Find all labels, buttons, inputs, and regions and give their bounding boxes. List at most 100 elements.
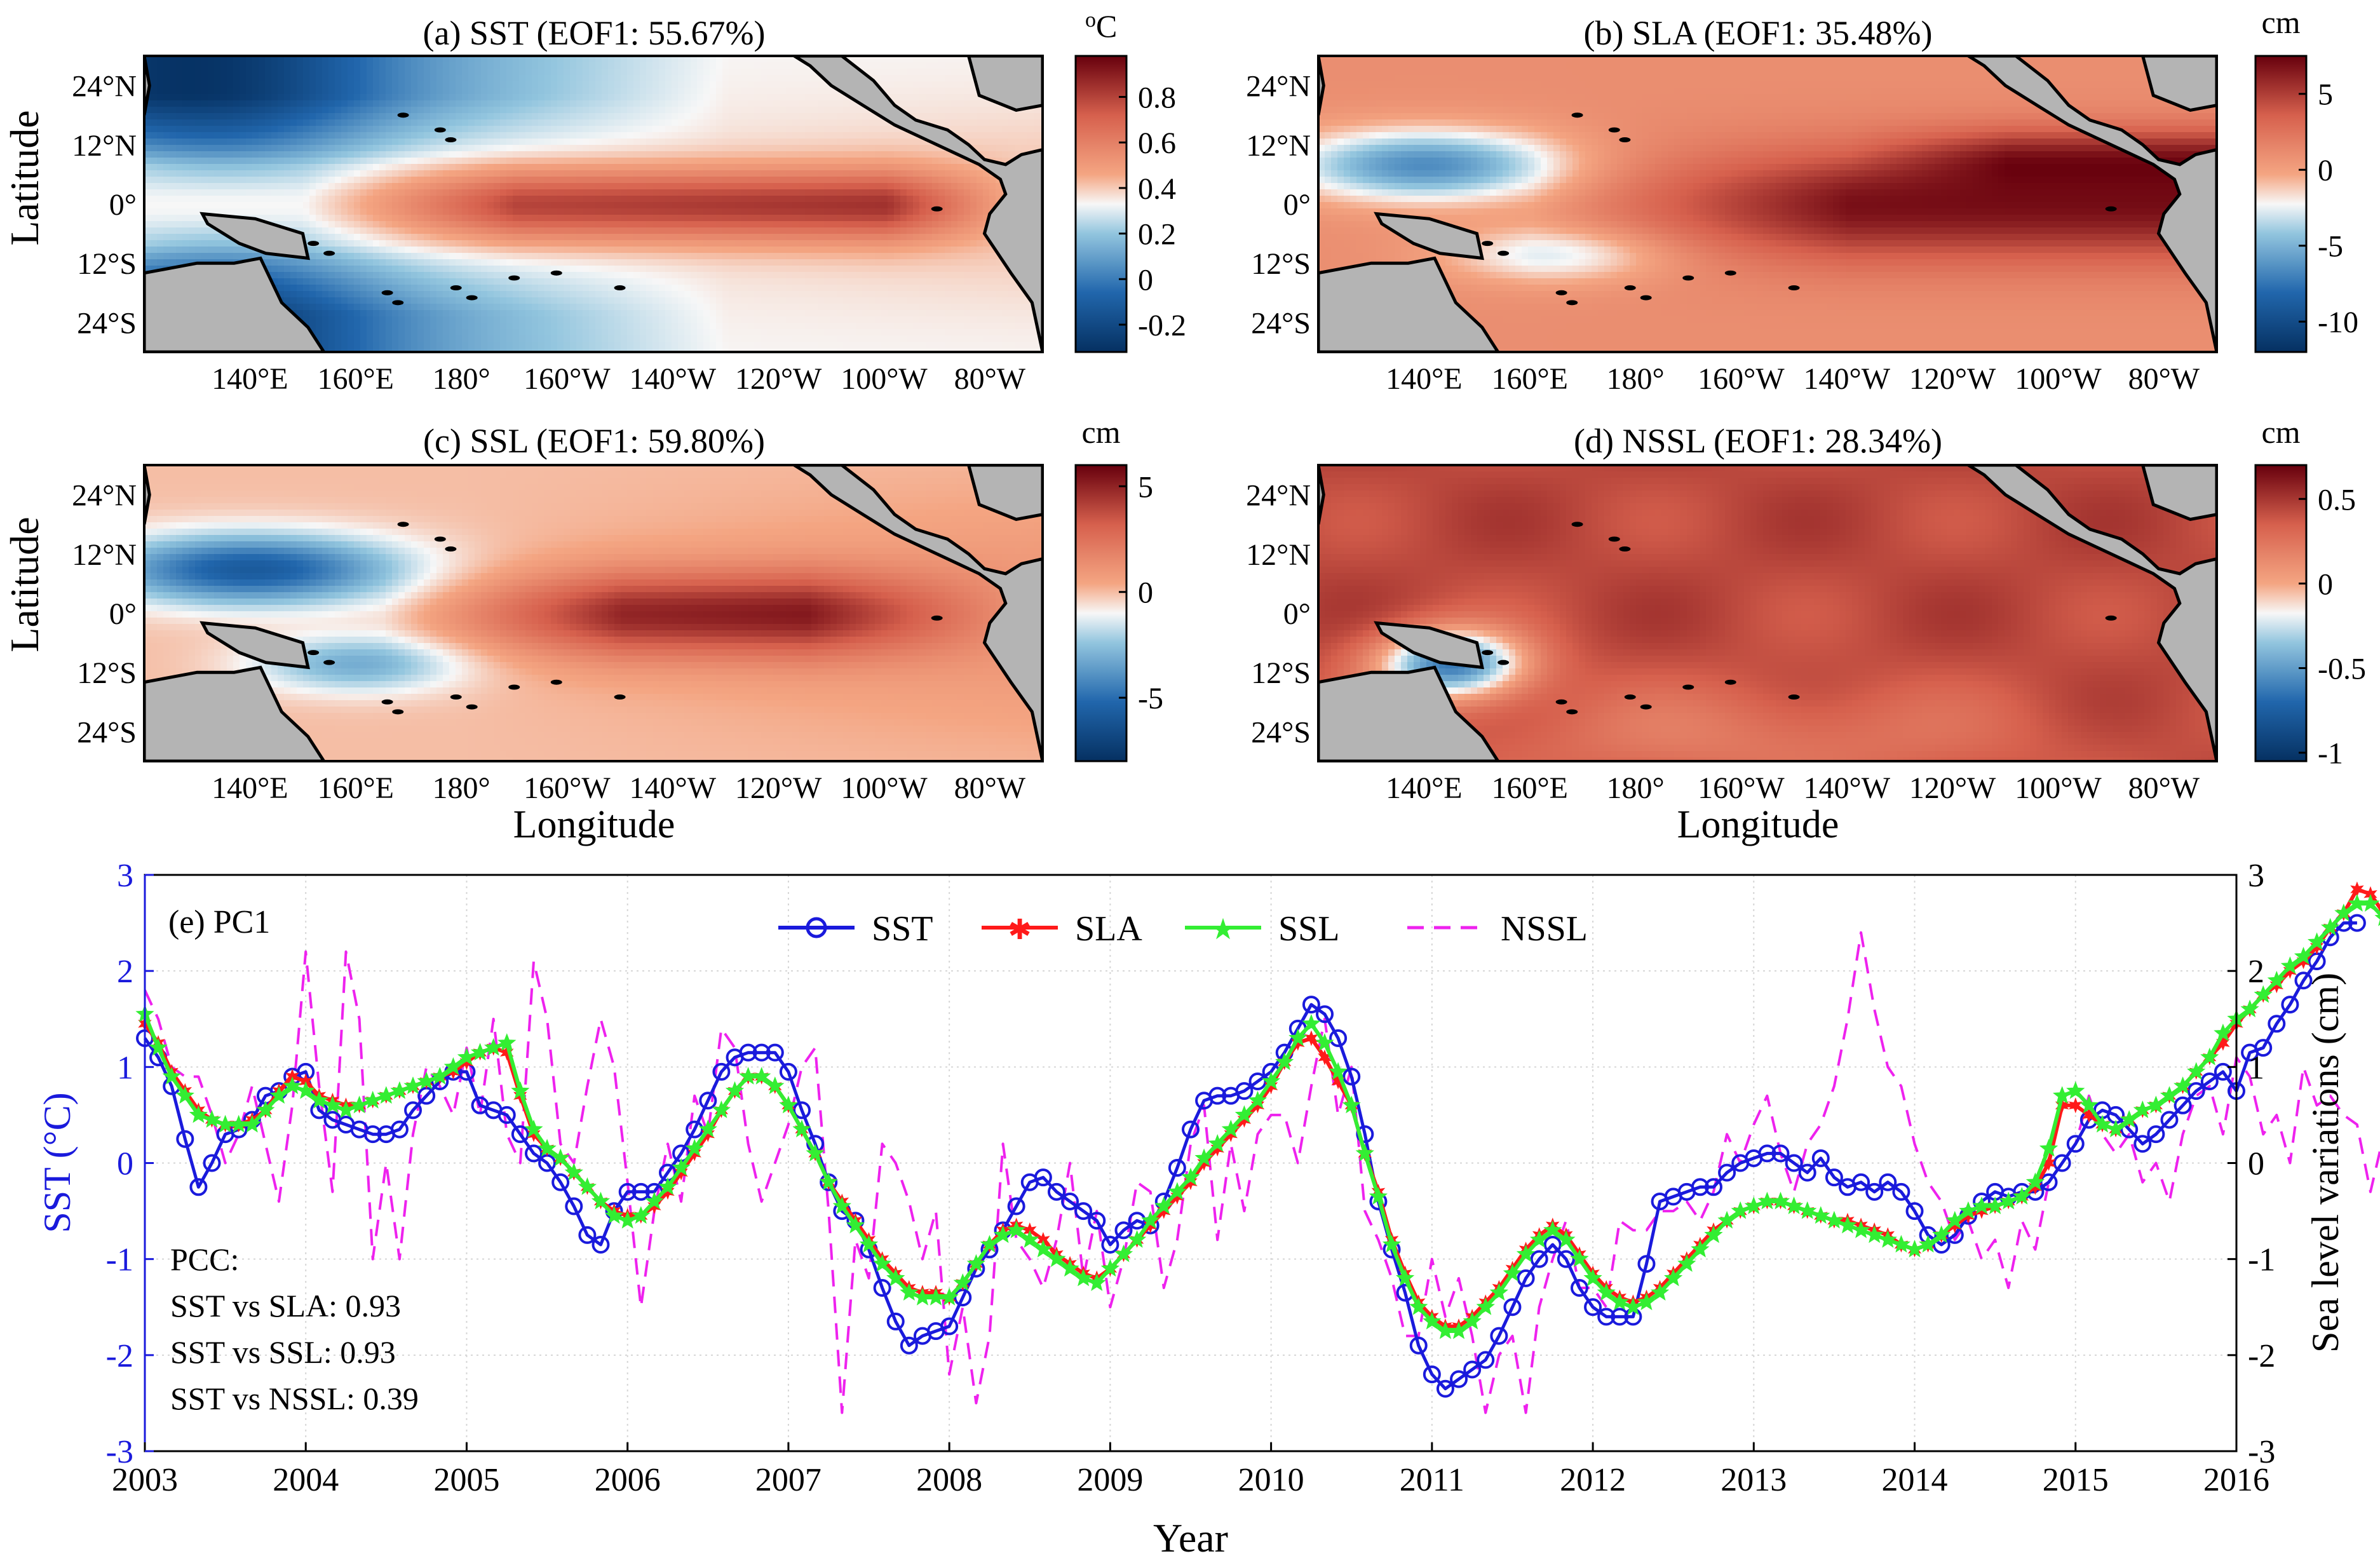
- x-tick-label: 2007: [755, 1462, 822, 1498]
- data-point: [1395, 1268, 1415, 1287]
- lon-tick-label: 120°W: [735, 362, 822, 396]
- lon-tick-label: 80°W: [954, 771, 1026, 805]
- lat-tick-label: 24°N: [1246, 479, 1311, 513]
- data-point: [1007, 1197, 1025, 1215]
- colorbar-tick-label: 0: [2318, 567, 2333, 601]
- data-point: [2066, 1135, 2085, 1153]
- data-point: [1369, 1187, 1388, 1205]
- data-point: [779, 1095, 798, 1114]
- lat-tick-label: 12°N: [1246, 538, 1311, 572]
- lon-tick-label: 160°E: [317, 771, 394, 805]
- data-point: [1143, 1217, 1158, 1234]
- lon-tick-label: 140°W: [630, 771, 717, 805]
- data-point: [1838, 1215, 1857, 1234]
- data-point: [645, 1191, 664, 1210]
- data-point: [1557, 1230, 1576, 1248]
- data-point: [430, 1067, 449, 1085]
- data-point: [859, 1235, 879, 1253]
- data-point: [2267, 970, 2286, 989]
- colorbar-nssl: -1 -0.5 0 0.5: [2254, 464, 2366, 771]
- data-point: [846, 1215, 865, 1234]
- colorbar-unit-superscript: o: [1085, 8, 1096, 32]
- data-point: [2254, 1039, 2273, 1057]
- data-point: [2254, 985, 2273, 1003]
- lon-tick-label: 140°E: [212, 771, 288, 805]
- lon-tick-label: 140°E: [212, 362, 288, 396]
- data-point: [2012, 1187, 2032, 1205]
- lon-tick-label: 100°W: [841, 771, 928, 805]
- island: [445, 137, 457, 143]
- x-tick-label: 2005: [433, 1462, 499, 1498]
- landmass: [1374, 212, 1484, 260]
- data-point: [2066, 1081, 2085, 1099]
- lat-tick-label: 0°: [1283, 597, 1311, 631]
- island: [397, 522, 409, 527]
- data-point: [980, 1235, 999, 1253]
- map-title-sst: (a) SST (EOF1: 55.67%): [423, 14, 766, 52]
- island: [1624, 285, 1636, 291]
- lat-tick-label: 24°S: [77, 715, 137, 749]
- island: [1566, 300, 1578, 306]
- map-title-ssl: (c) SSL (EOF1: 59.80%): [423, 422, 765, 460]
- data-point: [578, 1177, 597, 1195]
- data-point: [1476, 1297, 1495, 1315]
- data-point: [1034, 1168, 1052, 1187]
- data-point: [404, 1101, 423, 1120]
- data-point: [1584, 1298, 1602, 1316]
- lat-tick-label: 24°S: [1251, 306, 1311, 340]
- island: [1640, 704, 1652, 710]
- x-tick-label: 2011: [1400, 1462, 1464, 1498]
- data-point: [1489, 1283, 1509, 1301]
- data-point: [1288, 1028, 1308, 1046]
- island: [445, 546, 457, 552]
- data-point: [511, 1125, 529, 1144]
- data-point: [2174, 1096, 2192, 1114]
- data-point: [202, 1110, 222, 1128]
- data-point: [725, 1081, 745, 1099]
- x-tick-label: 2006: [595, 1462, 661, 1498]
- data-point: [1382, 1235, 1402, 1253]
- pcc-sla: SST vs SLA: 0.93: [170, 1288, 401, 1323]
- data-point: [1865, 1182, 1884, 1201]
- data-point: [1825, 1168, 1843, 1187]
- data-point: [283, 1076, 302, 1095]
- y-tick-label-right: -2: [2248, 1338, 2275, 1374]
- data-point: [1597, 1283, 1616, 1301]
- map-title-nssl: (d) NSSL (EOF1: 28.34%): [1574, 422, 1942, 460]
- data-point: [1851, 1220, 1870, 1238]
- data-point: [1852, 1173, 1870, 1191]
- data-point: [1932, 1225, 1951, 1243]
- landmass: [144, 56, 151, 116]
- data-point: [1744, 1196, 1763, 1215]
- island: [2105, 615, 2117, 621]
- data-point: [1331, 1073, 1345, 1090]
- island: [466, 704, 478, 710]
- y-tick-label-left: -1: [106, 1242, 133, 1278]
- data-point: [175, 1086, 194, 1104]
- data-point: [752, 1043, 771, 1062]
- data-point: [766, 1076, 785, 1095]
- data-point: [1329, 1062, 1348, 1080]
- data-point: [578, 1226, 597, 1244]
- y-tick-label-right: 2: [2248, 954, 2264, 990]
- data-point: [632, 1182, 650, 1201]
- data-point: [2296, 953, 2311, 970]
- data-point: [1610, 1292, 1629, 1311]
- data-point: [953, 1273, 972, 1291]
- colorbar-tick-label: 0: [2318, 154, 2333, 187]
- legend-label-sst: SST: [872, 909, 933, 949]
- island: [434, 536, 446, 542]
- data-point: [1181, 1167, 1200, 1186]
- pcc-annotation: PCC: SST vs SLA: 0.93 SST vs SSL: 0.93 S…: [170, 1242, 419, 1416]
- data-point: [712, 1062, 731, 1081]
- data-point: [966, 1254, 986, 1272]
- lon-tick-label: 80°W: [2128, 771, 2200, 805]
- map-panel-nssl: (d) NSSL (EOF1: 28.34%) Longitude 24°N 12…: [1246, 422, 2218, 846]
- data-point: [2214, 1062, 2232, 1081]
- data-point: [1315, 1033, 1334, 1052]
- data-point: [1597, 1308, 1616, 1326]
- data-point: [1060, 1259, 1079, 1277]
- data-point: [1825, 1210, 1844, 1229]
- island: [1788, 285, 1800, 291]
- data-point: [900, 1283, 919, 1301]
